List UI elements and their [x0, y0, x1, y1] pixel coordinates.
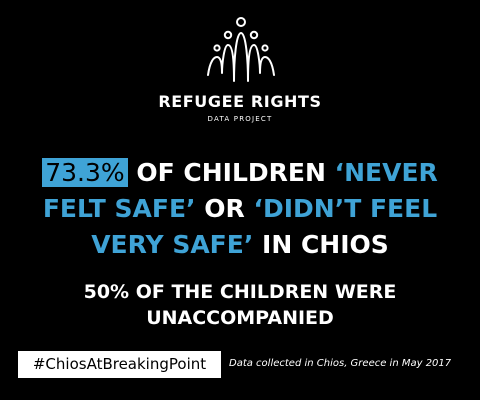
subheadline: 50% OF THE CHILDREN WERE UNACCOMPANIED [0, 279, 480, 331]
org-subtitle: DATA PROJECT [207, 115, 273, 123]
headline-text-white-3: IN CHIOS [253, 230, 389, 259]
headline-line-2: FELT SAFE’ OR ‘DIDN’T FEEL [0, 191, 480, 227]
logo-head-center [236, 17, 246, 27]
headline-text-blue-3: VERY SAFE’ [91, 230, 254, 259]
data-collection-note: Data collected in Chios, Greece in May 2… [229, 358, 452, 369]
logo-head-left [223, 30, 233, 40]
logo-head-far-right [261, 44, 269, 52]
logo-head-right [249, 30, 259, 40]
headline: 73.3% OF CHILDREN ‘NEVER FELT SAFE’ OR ‘… [0, 155, 480, 263]
headline-text-blue-2b: ‘DIDN’T FEEL [253, 194, 438, 223]
headline-text-white-1: OF CHILDREN [127, 158, 335, 187]
subheadline-line-1: 50% OF THE CHILDREN WERE [83, 281, 397, 303]
refugee-rights-logo-icon [200, 15, 282, 97]
percent-highlight: 73.3% [42, 158, 128, 187]
org-name: REFUGEE RIGHTS [158, 92, 322, 111]
headline-text-white-2: OR [195, 194, 254, 223]
logo-head-far-left [213, 44, 221, 52]
logo-figures-svg [207, 17, 275, 82]
headline-line-1: 73.3% OF CHILDREN ‘NEVER [0, 155, 480, 191]
logo-wave-line [207, 32, 275, 82]
headline-text-blue-2a: FELT SAFE’ [42, 194, 196, 223]
hashtag-badge: #ChiosAtBreakingPoint [18, 351, 221, 378]
subheadline-line-2: UNACCOMPANIED [146, 307, 334, 329]
headline-text-blue-1: ‘NEVER [334, 158, 438, 187]
headline-line-3: VERY SAFE’ IN CHIOS [0, 227, 480, 263]
